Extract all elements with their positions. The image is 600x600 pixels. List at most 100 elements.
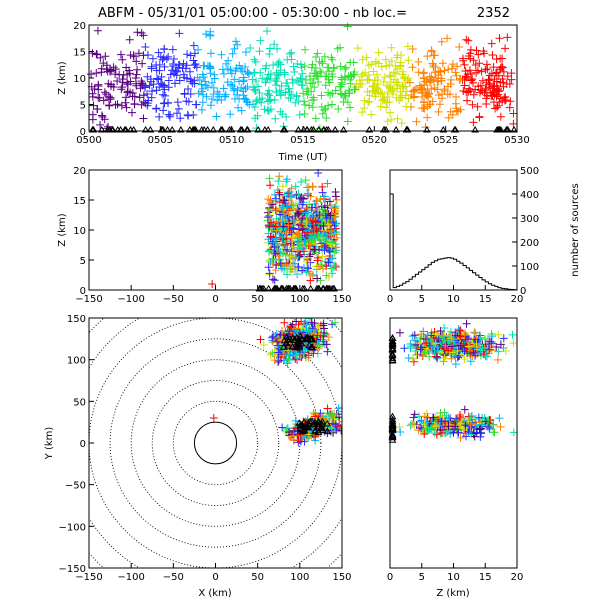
time-height-source bbox=[286, 94, 295, 103]
x-height-source bbox=[302, 268, 311, 277]
time-height-source bbox=[275, 58, 284, 67]
time-height-source bbox=[179, 59, 188, 68]
plan-view-origin-source bbox=[209, 414, 218, 422]
time-height-source bbox=[349, 58, 358, 67]
x-tick-label: 100 bbox=[290, 294, 309, 305]
time-height-source bbox=[477, 67, 486, 76]
x-height-source bbox=[272, 206, 281, 215]
x-height-source bbox=[294, 262, 303, 271]
time-height-source bbox=[118, 78, 127, 87]
plan-view-source bbox=[266, 350, 275, 359]
time-height-source bbox=[495, 98, 504, 107]
time-height-source bbox=[100, 88, 109, 97]
time-height-source bbox=[506, 97, 515, 106]
x-height-source bbox=[265, 223, 274, 232]
height-y-station-marker bbox=[388, 334, 397, 341]
plan-view-source bbox=[259, 340, 268, 349]
x-height-source bbox=[280, 265, 289, 274]
time-height-source bbox=[440, 66, 449, 75]
height-y-source bbox=[440, 354, 449, 363]
x-height-source bbox=[284, 221, 293, 230]
x-height-source bbox=[327, 231, 336, 240]
x-tick-label: 20 bbox=[511, 294, 524, 305]
time-height-source bbox=[308, 96, 317, 105]
time-height-source bbox=[243, 82, 252, 91]
time-height-station-marker bbox=[218, 125, 227, 133]
height-y-source bbox=[417, 343, 426, 352]
time-height-source bbox=[271, 114, 280, 123]
time-height-source bbox=[495, 34, 504, 43]
height-y-source bbox=[426, 337, 435, 346]
x-height-source bbox=[281, 198, 290, 207]
time-height-source bbox=[423, 113, 432, 122]
time-height-source bbox=[292, 91, 301, 100]
height-y-source bbox=[493, 355, 502, 364]
x-height-source bbox=[324, 258, 333, 267]
time-height-source bbox=[473, 66, 482, 75]
time-height-source bbox=[154, 48, 163, 57]
time-height-station-marker bbox=[339, 125, 348, 133]
time-height-station-marker bbox=[176, 125, 185, 133]
time-height-source bbox=[494, 71, 503, 80]
time-height-source bbox=[89, 101, 98, 110]
height-y-source bbox=[429, 413, 438, 422]
time-height-source bbox=[174, 104, 183, 113]
time-height-source bbox=[412, 117, 421, 126]
x-height-source bbox=[303, 204, 312, 213]
x-height-source bbox=[315, 211, 324, 220]
time-height-source bbox=[415, 81, 424, 90]
plan-view-station-marker bbox=[310, 419, 318, 427]
time-height-source bbox=[397, 119, 406, 128]
time-height-source bbox=[496, 112, 505, 121]
x-height-source bbox=[317, 260, 326, 269]
time-height-source bbox=[139, 98, 148, 107]
plan-view-source bbox=[270, 356, 279, 365]
time-height-source bbox=[280, 68, 289, 77]
time-height-source bbox=[199, 73, 208, 82]
plan-view-source bbox=[322, 340, 331, 349]
height-y-source bbox=[445, 348, 454, 357]
x-height-source bbox=[306, 269, 315, 278]
height-y-station-marker bbox=[388, 424, 397, 431]
x-height-source bbox=[288, 243, 297, 252]
height-y-source bbox=[436, 327, 445, 336]
time-height-source bbox=[134, 49, 143, 58]
y-tick-label: −50 bbox=[65, 481, 86, 492]
time-height-source bbox=[438, 90, 447, 99]
time-height-source bbox=[297, 74, 306, 83]
time-height-source bbox=[253, 96, 262, 105]
time-height-source bbox=[392, 93, 401, 102]
time-height-source bbox=[250, 68, 259, 77]
time-height-source bbox=[99, 59, 108, 68]
y-tick-label: 200 bbox=[520, 238, 539, 249]
x-height-source bbox=[306, 276, 315, 285]
time-height-source bbox=[507, 75, 516, 84]
plan-view-station-marker bbox=[308, 335, 317, 342]
height-y-source bbox=[420, 420, 429, 429]
x-height-source bbox=[290, 216, 299, 225]
time-height-source bbox=[492, 92, 501, 101]
time-height-source bbox=[370, 76, 379, 85]
plan-view-station-marker bbox=[317, 424, 326, 432]
time-height-source bbox=[301, 45, 310, 54]
plan-view-source bbox=[284, 355, 293, 364]
time-height-source bbox=[387, 57, 396, 66]
time-height-source bbox=[343, 117, 352, 126]
height-y-source bbox=[470, 328, 479, 337]
time-height-source bbox=[414, 57, 423, 66]
time-height-source bbox=[255, 47, 264, 56]
time-height-source bbox=[399, 73, 408, 82]
time-height-source bbox=[466, 45, 475, 54]
x-tick-label: 5 bbox=[419, 572, 425, 583]
time-height-source bbox=[386, 72, 395, 81]
time-height-source bbox=[270, 95, 279, 104]
x-height-source bbox=[276, 259, 285, 268]
time-height-source bbox=[429, 63, 438, 72]
time-height-source bbox=[231, 67, 240, 76]
x-height-source bbox=[313, 256, 322, 265]
time-height-source bbox=[501, 44, 510, 53]
time-height-source bbox=[122, 63, 131, 72]
time-height-source bbox=[152, 61, 161, 70]
y-tick-label: −100 bbox=[59, 522, 86, 533]
height-histogram-bars bbox=[389, 193, 518, 291]
